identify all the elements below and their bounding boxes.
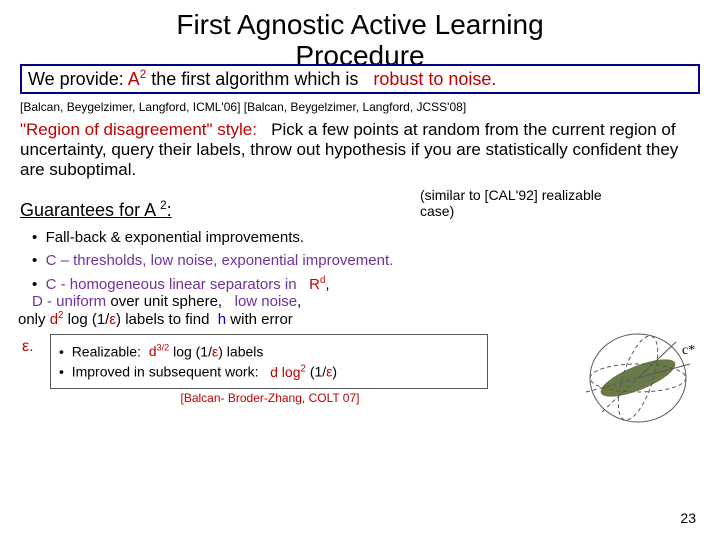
bullet-1: • Fall-back & exponential improvements. [32, 229, 700, 246]
citation-2: [Balcan- Broder-Zhang, COLT 07] [60, 391, 480, 405]
provide-prefix: We provide: [28, 69, 124, 89]
slide-number: 23 [680, 510, 696, 526]
c-star-label: c* [682, 343, 695, 358]
title-line1: First Agnostic Active Learning [176, 9, 543, 40]
citation-1: [Balcan, Beygelzimer, Langford, ICML'06]… [20, 100, 700, 114]
provide-mid: the first algorithm which is [146, 69, 358, 89]
epsilon-final: ε. [22, 338, 34, 356]
guarantees-heading: Guarantees for A 2: [20, 199, 172, 221]
alg-a: A [128, 69, 140, 89]
bullet-3: • C - homogeneous linear separators in R… [32, 275, 462, 328]
inner-row-2: • Improved in subsequent work: d log2 (1… [59, 363, 479, 380]
bullet-2: • C – thresholds, low noise, exponential… [32, 252, 700, 269]
inner-box: • Realizable: d3/2 log (1/ε) labels • Im… [50, 334, 488, 389]
bullet-list: • Fall-back & exponential improvements. … [20, 229, 700, 328]
similar-note: (similar to [CAL'92] realizable case) [420, 187, 630, 219]
provide-box: We provide: A2 the first algorithm which… [20, 64, 700, 94]
inner-row-1: • Realizable: d3/2 log (1/ε) labels [59, 343, 479, 360]
provide-robust: robust to noise. [373, 69, 496, 89]
sphere-diagram: c* [578, 318, 698, 438]
region-label: "Region of disagreement" style: [20, 120, 257, 139]
region-para: "Region of disagreement" style: Pick a f… [20, 120, 700, 181]
slide-title: First Agnostic Active Learning Procedure [20, 10, 700, 72]
